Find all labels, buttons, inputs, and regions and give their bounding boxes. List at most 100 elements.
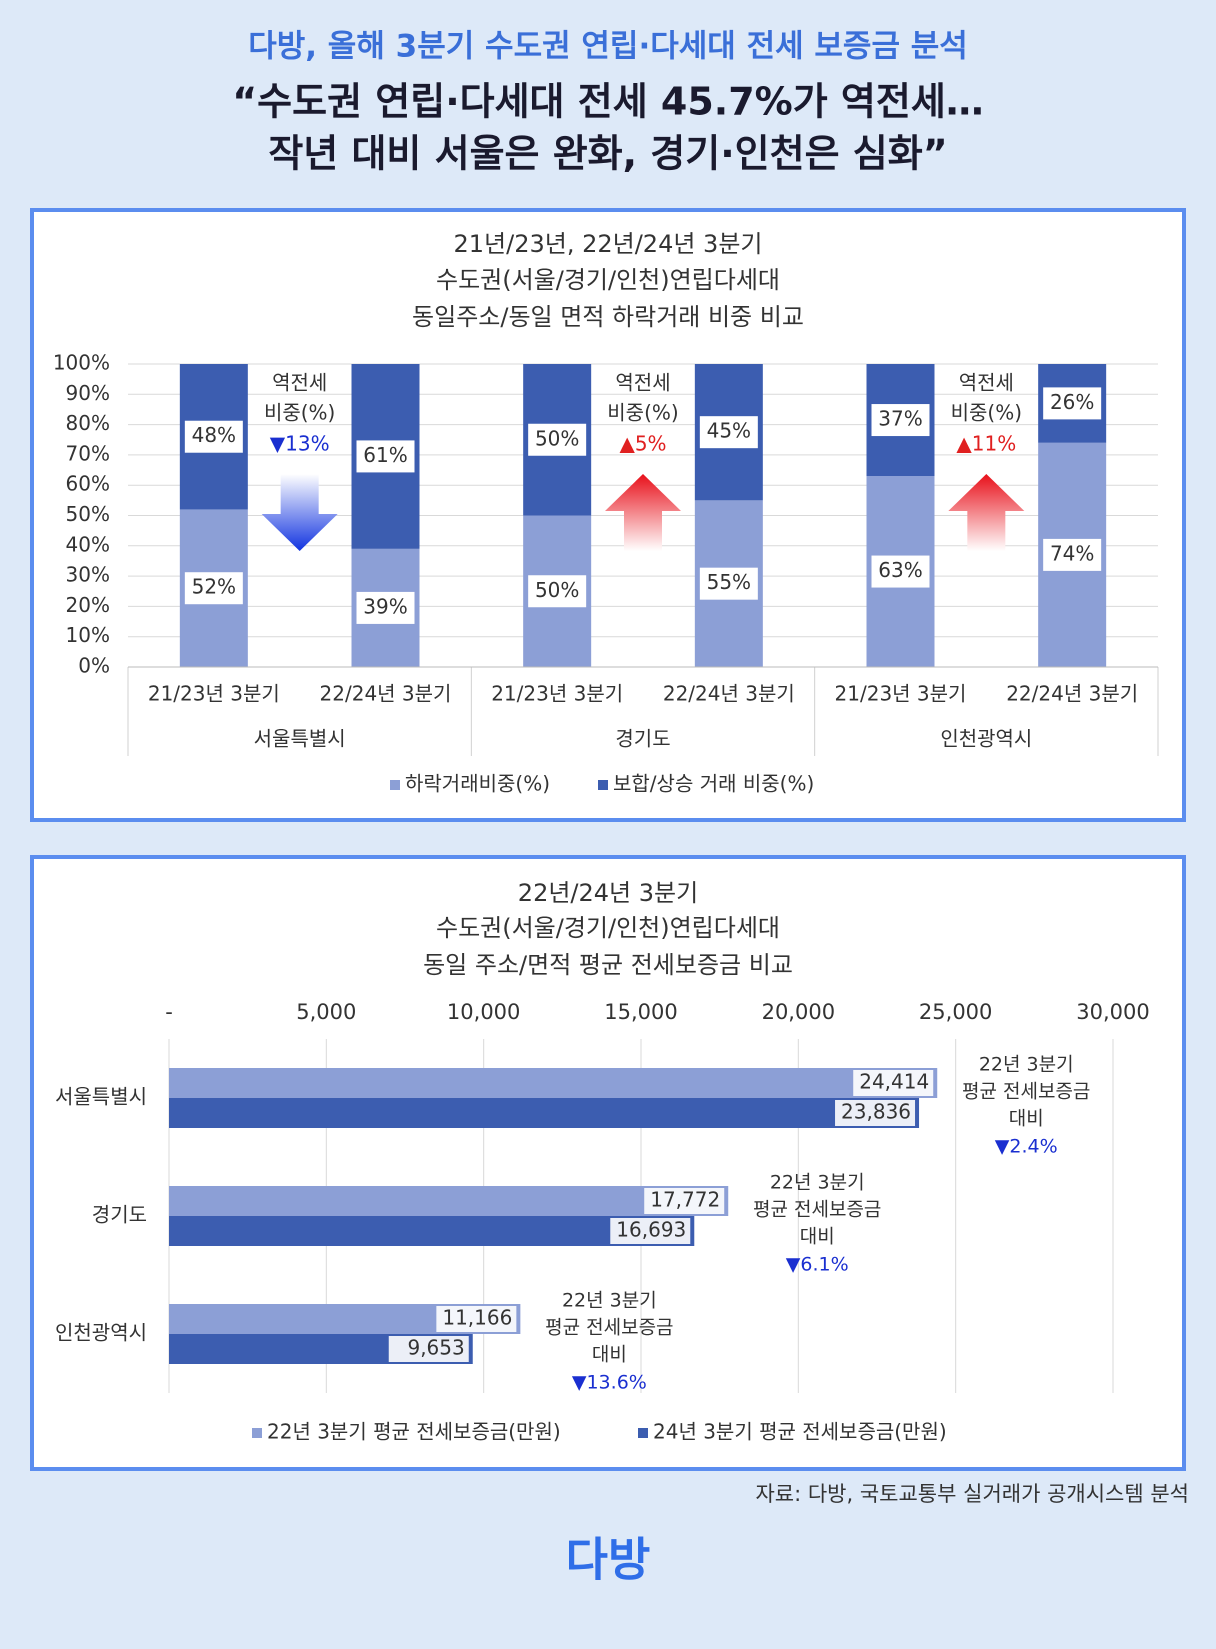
annotation: 역전세: [959, 371, 1014, 395]
x-tick-label: 25,000: [919, 1000, 992, 1024]
source: 자료: 다방, 국토교통부 실거래가 공개시스템 분석: [755, 1482, 1189, 1506]
y-tick-label: 70%: [66, 441, 110, 465]
x-tick-label: 20,000: [762, 1000, 835, 1024]
annotation-change: ▲11%: [956, 432, 1016, 456]
annotation-change: ▼6.1%: [786, 1254, 849, 1276]
annotation: 대비: [800, 1226, 835, 1248]
label-box: [835, 1100, 916, 1126]
value-label: 55%: [707, 570, 751, 594]
group-label: 서울특별시: [254, 727, 346, 751]
value-label: 50%: [535, 578, 579, 602]
x-tick-label: 22/24년 3분기: [663, 682, 795, 706]
legend-marker: [390, 780, 400, 790]
annotation: 평균 전세보증금: [753, 1199, 881, 1221]
value-label: 52%: [192, 575, 236, 599]
legend-marker: [252, 1428, 262, 1438]
value-label: 48%: [192, 423, 236, 447]
bar: [169, 1068, 938, 1098]
value-label: 11,166: [442, 1306, 512, 1330]
chart-title: 21년/23년, 22년/24년 3분기: [454, 230, 763, 258]
label-box: [871, 404, 930, 437]
y-tick-label: 50%: [66, 502, 110, 526]
annotation: 대비: [1009, 1108, 1044, 1130]
legend-label: 보합/상승 거래 비중(%): [613, 772, 814, 796]
label-box: [699, 567, 758, 600]
annotation: 역전세: [615, 371, 670, 395]
value-label: 61%: [363, 443, 407, 467]
panel: [30, 855, 1186, 1471]
annotation: 비중(%): [264, 401, 335, 425]
label-box: [644, 1188, 725, 1214]
annotation: 대비: [592, 1344, 627, 1366]
label-box: [436, 1306, 517, 1332]
annotation-change: ▼13.6%: [572, 1372, 647, 1394]
y-tick-label: 인천광역시: [55, 1321, 147, 1345]
annotation: 비중(%): [951, 401, 1022, 425]
title: 작년 대비 서울은 완화, 경기·인천은 심화”: [268, 132, 947, 176]
label-box: [699, 416, 758, 449]
group-label: 경기도: [615, 727, 670, 751]
label-box: [356, 440, 415, 473]
label-box: [528, 575, 587, 608]
value-label: 63%: [878, 558, 922, 582]
annotation: 평균 전세보증금: [962, 1081, 1090, 1103]
bar: [169, 1186, 729, 1216]
group-label: 인천광역시: [940, 727, 1032, 751]
chart-title: 22년/24년 3분기: [518, 879, 698, 907]
legend-label: 하락거래비중(%): [405, 772, 550, 796]
legend-label: 24년 3분기 평균 전세보증금(만원): [653, 1420, 947, 1444]
chart-title: 수도권(서울/경기/인천)연립다세대: [436, 914, 780, 942]
y-tick-label: 60%: [66, 472, 110, 496]
value-label: 50%: [535, 426, 579, 450]
x-tick-label: 22/24년 3분기: [1006, 682, 1138, 706]
label-box: [1043, 387, 1102, 420]
y-tick-label: 40%: [66, 532, 110, 556]
value-label: 37%: [878, 407, 922, 431]
y-tick-label: 0%: [78, 654, 110, 678]
y-tick-label: 90%: [66, 381, 110, 405]
value-label: 45%: [707, 419, 751, 443]
logo: 다방: [566, 1533, 651, 1587]
y-tick-label: 20%: [66, 593, 110, 617]
label-box: [610, 1218, 691, 1244]
annotation: 비중(%): [607, 401, 678, 425]
label-box: [184, 572, 243, 605]
x-tick-label: 10,000: [447, 1000, 520, 1024]
value-label: 17,772: [650, 1188, 720, 1212]
x-tick-label: 22/24년 3분기: [320, 682, 452, 706]
value-label: 74%: [1050, 541, 1094, 565]
label-box: [356, 591, 415, 624]
title: “수도권 연립·다세대 전세 45.7%가 역전세…: [232, 80, 984, 124]
x-tick-label: 21/23년 3분기: [835, 682, 967, 706]
label-box: [184, 420, 243, 453]
annotation: 역전세: [272, 371, 327, 395]
value-label: 23,836: [841, 1100, 911, 1124]
value-label: 26%: [1050, 390, 1094, 414]
annotation: 평균 전세보증금: [545, 1317, 673, 1339]
chart-title: 수도권(서울/경기/인천)연립다세대: [436, 266, 780, 294]
x-tick-label: 21/23년 3분기: [148, 682, 280, 706]
arrow-icon: [261, 474, 338, 551]
y-tick-label: 서울특별시: [55, 1085, 147, 1109]
label-box: [528, 423, 587, 456]
value-label: 39%: [363, 594, 407, 618]
y-tick-label: 경기도: [92, 1203, 147, 1227]
x-tick-label: 15,000: [604, 1000, 677, 1024]
annotation-change: ▼13%: [270, 432, 330, 456]
label-box: [871, 555, 930, 588]
y-tick-label: 30%: [66, 563, 110, 587]
x-tick-label: 5,000: [296, 1000, 356, 1024]
legend-marker: [598, 780, 608, 790]
legend-label: 22년 3분기 평균 전세보증금(만원): [267, 1420, 561, 1444]
x-tick-label: 30,000: [1076, 1000, 1149, 1024]
x-tick-label: -: [165, 1000, 173, 1024]
legend-marker: [638, 1428, 648, 1438]
value-label: 9,653: [407, 1336, 464, 1360]
y-tick-label: 80%: [66, 411, 110, 435]
y-tick-label: 10%: [66, 623, 110, 647]
annotation-change: ▲5%: [619, 432, 666, 456]
label-box: [853, 1070, 934, 1096]
subtitle: 다방, 올해 3분기 수도권 연립·다세대 전세 보증금 분석: [248, 29, 968, 65]
